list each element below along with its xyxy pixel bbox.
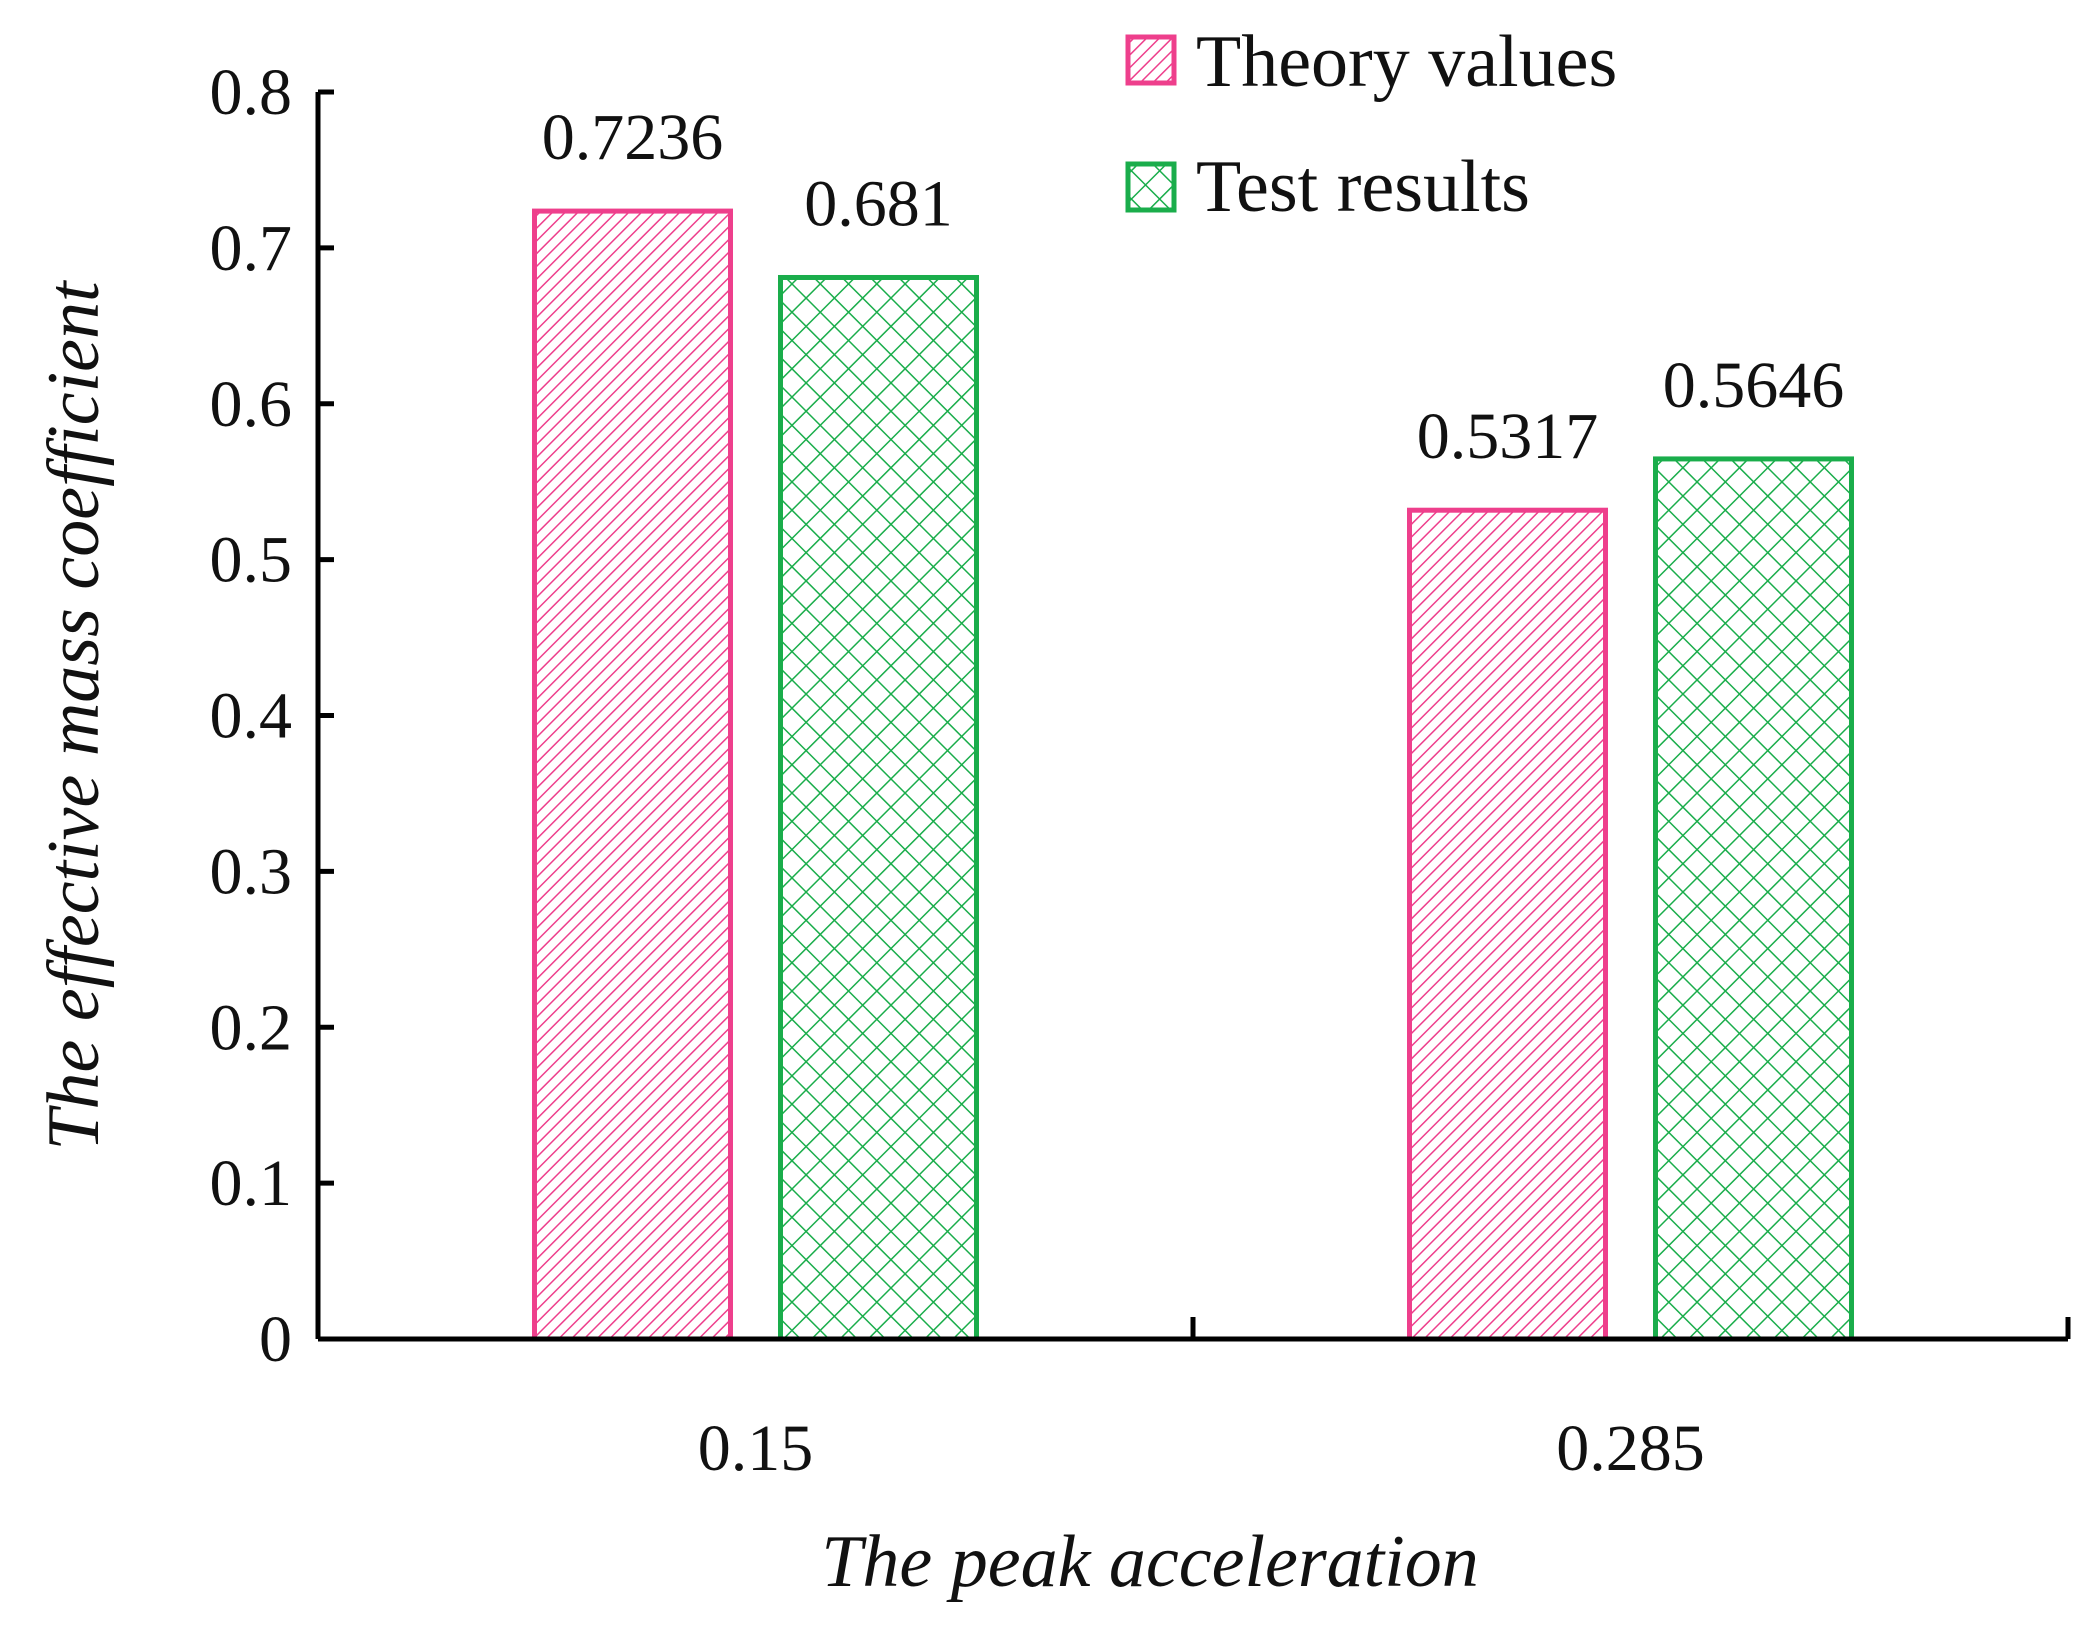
data-label-test-results-0-15: 0.681 bbox=[804, 167, 953, 240]
y-tick-label: 0.3 bbox=[210, 835, 293, 908]
bar-theory-values-0-285[interactable] bbox=[1407, 507, 1608, 1342]
legend-swatch-theory-values bbox=[1125, 34, 1177, 86]
bar-theory-values-0-15[interactable] bbox=[532, 208, 733, 1342]
y-tick-label: 0 bbox=[259, 1303, 292, 1376]
y-tick-label: 0.7 bbox=[210, 212, 293, 285]
x-ticks-layer: 0.15 0.285 bbox=[698, 1317, 2071, 1485]
y-axis-title: The effective mass coefficient bbox=[33, 279, 115, 1151]
y-tick-label: 0.1 bbox=[210, 1147, 293, 1220]
data-label-test-results-0-285: 0.5646 bbox=[1663, 349, 1845, 422]
legend: Theory values Test results bbox=[1125, 21, 1617, 228]
x-tick-label-0-15: 0.15 bbox=[698, 1412, 814, 1485]
legend-swatch-test-results bbox=[1125, 161, 1177, 213]
y-tick-label: 0.8 bbox=[210, 56, 293, 129]
bar-test-results-0-285[interactable] bbox=[1653, 456, 1854, 1342]
legend-label-theory-values: Theory values bbox=[1196, 21, 1617, 103]
y-tick-label: 0.5 bbox=[210, 524, 293, 597]
data-label-theory-values-0-285: 0.5317 bbox=[1417, 400, 1599, 473]
y-tick-label: 0.6 bbox=[210, 368, 293, 441]
y-ticks-layer: 0 0.1 0.2 0.3 0.4 0.5 0.6 0.7 0.8 bbox=[210, 56, 334, 1376]
bar-test-results-0-15[interactable] bbox=[778, 274, 979, 1342]
x-tick-label-0-285: 0.285 bbox=[1556, 1412, 1705, 1485]
y-tick-label: 0.2 bbox=[210, 991, 293, 1064]
value-labels-layer: 0.7236 0.5317 0.681 0.5646 bbox=[542, 101, 1845, 473]
legend-item-theory-values[interactable]: Theory values bbox=[1125, 21, 1617, 103]
bars-layer bbox=[532, 208, 1854, 1342]
legend-label-test-results: Test results bbox=[1196, 146, 1530, 228]
data-label-theory-values-0-15: 0.7236 bbox=[542, 101, 724, 174]
y-tick-label: 0.4 bbox=[210, 680, 293, 753]
legend-item-test-results[interactable]: Test results bbox=[1125, 146, 1530, 228]
x-axis-title: The peak acceleration bbox=[821, 1521, 1479, 1603]
